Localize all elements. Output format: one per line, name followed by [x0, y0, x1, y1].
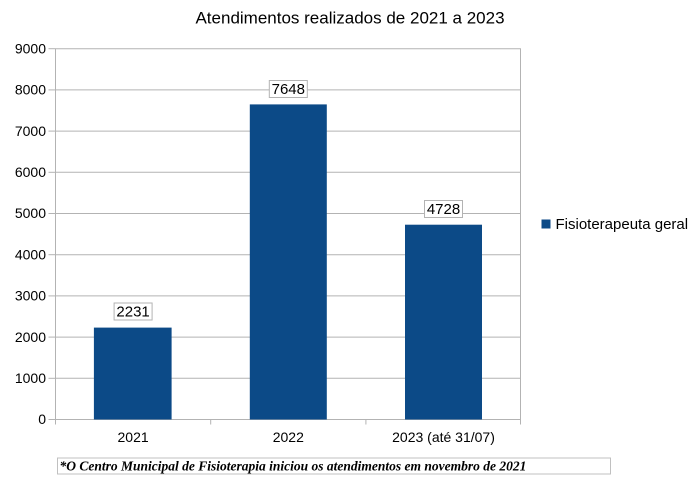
svg-text:7648: 7648 [272, 81, 305, 98]
svg-text:4000: 4000 [15, 246, 46, 262]
svg-text:2231: 2231 [116, 304, 149, 321]
svg-text:2023 (até 31/07): 2023 (até 31/07) [392, 429, 495, 445]
svg-text:Atendimentos realizados de 202: Atendimentos realizados de 2021 a 2023 [195, 9, 504, 28]
svg-text:4728: 4728 [427, 201, 460, 218]
svg-text:8000: 8000 [15, 82, 46, 98]
svg-text:2000: 2000 [15, 329, 46, 345]
svg-text:9000: 9000 [15, 40, 46, 56]
svg-text:7000: 7000 [15, 123, 46, 139]
svg-text:0: 0 [38, 411, 46, 427]
svg-text:6000: 6000 [15, 164, 46, 180]
svg-text:2021: 2021 [118, 429, 149, 445]
svg-text:Fisioterapeuta geral: Fisioterapeuta geral [556, 216, 689, 233]
svg-text:5000: 5000 [15, 205, 46, 221]
svg-text:3000: 3000 [15, 288, 46, 304]
svg-text:2022: 2022 [273, 429, 304, 445]
svg-text:1000: 1000 [15, 370, 46, 386]
svg-text:*O Centro Municipal de Fisiote: *O Centro Municipal de Fisioterapia inic… [60, 459, 527, 474]
